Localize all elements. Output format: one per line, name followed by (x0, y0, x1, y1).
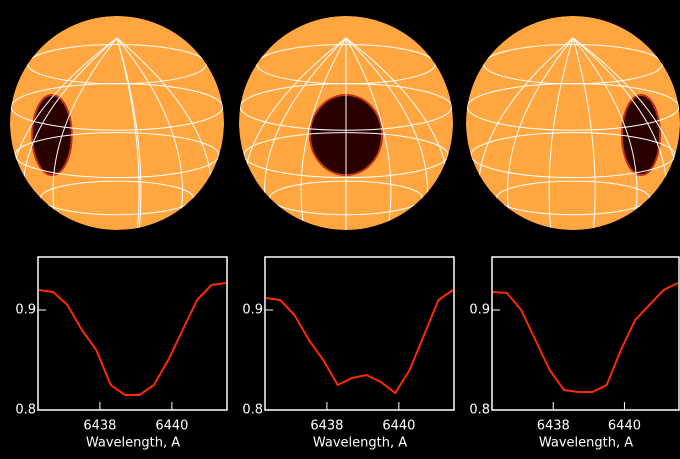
y-tick-label: 0.9 (15, 303, 36, 318)
x-tick-label: 6440 (155, 419, 188, 434)
y-tick-label: 0.8 (15, 403, 36, 418)
x-tick-label: 6438 (310, 419, 343, 434)
star-spot (32, 95, 72, 175)
y-tick-label: 0.8 (469, 403, 490, 418)
y-tick-label: 0.9 (469, 303, 490, 318)
x-axis-label: Wavelength, A (539, 436, 633, 451)
x-tick-label: 6440 (382, 419, 415, 434)
x-tick-label: 6438 (537, 419, 570, 434)
x-axis-label: Wavelength, A (313, 436, 407, 451)
x-axis-label: Wavelength, A (86, 436, 180, 451)
x-tick-label: 6440 (608, 419, 641, 434)
y-tick-label: 0.9 (242, 303, 263, 318)
y-tick-label: 0.8 (242, 403, 263, 418)
figure: 0.8 0.9 6438 6440 Wavelength, A 0.8 0.9 6438 644… (0, 0, 680, 459)
x-tick-label: 6438 (83, 419, 116, 434)
